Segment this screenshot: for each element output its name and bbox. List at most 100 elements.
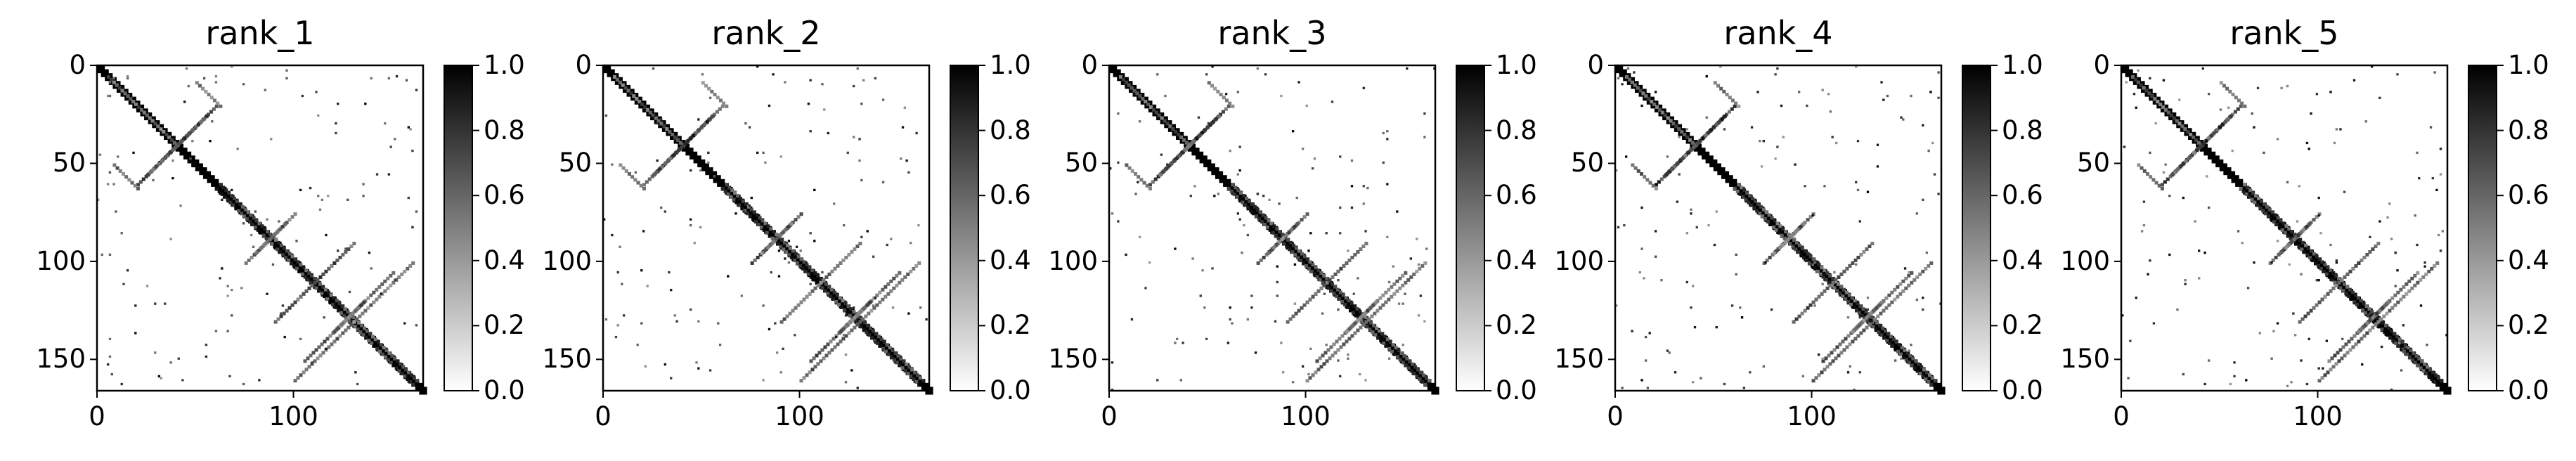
heatmap-cell bbox=[839, 305, 844, 309]
heatmap-cell bbox=[2140, 166, 2144, 170]
heatmap-cell bbox=[407, 375, 415, 383]
heatmap-cell bbox=[670, 288, 673, 292]
heatmap-cell bbox=[254, 219, 259, 223]
heatmap-cell bbox=[2300, 247, 2304, 252]
heatmap-cell bbox=[1269, 248, 1273, 253]
heatmap-cell bbox=[603, 65, 611, 74]
heatmap-cell bbox=[843, 223, 846, 227]
heatmap-cell bbox=[2350, 290, 2355, 294]
colorbar-tick-label: 0.2 bbox=[2508, 310, 2549, 341]
heatmap-cell bbox=[411, 261, 415, 265]
heatmap-cell bbox=[406, 377, 410, 382]
heatmap-cell bbox=[2368, 318, 2372, 323]
heatmap-cell bbox=[1654, 186, 1658, 190]
heatmap-cell bbox=[2153, 97, 2157, 101]
heatmap-cell bbox=[1640, 206, 1643, 209]
heatmap-cell bbox=[1338, 290, 1342, 294]
heatmap-cell bbox=[386, 276, 390, 280]
heatmap-cell bbox=[2403, 343, 2407, 347]
heatmap-cell bbox=[858, 320, 862, 324]
heatmap-cell bbox=[2348, 287, 2352, 292]
heatmap-cell bbox=[1258, 214, 1267, 223]
heatmap-cell bbox=[120, 382, 123, 386]
heatmap-cell bbox=[212, 98, 216, 103]
heatmap-cell bbox=[1151, 180, 1155, 184]
heatmap-cell bbox=[377, 349, 382, 353]
heatmap-cell bbox=[1365, 325, 1369, 329]
heatmap-cell bbox=[1850, 296, 1854, 300]
heatmap-cell bbox=[1384, 300, 1388, 304]
heatmap-cell bbox=[1875, 306, 1879, 310]
heatmap-cell bbox=[1841, 294, 1845, 299]
heatmap-cell bbox=[1636, 169, 1640, 173]
heatmap-cell bbox=[2341, 337, 2344, 341]
heatmap-cell bbox=[1387, 287, 1391, 292]
heatmap-cell bbox=[752, 214, 760, 223]
heatmap-cell bbox=[2410, 286, 2414, 290]
heatmap-cell bbox=[2317, 367, 2320, 370]
heatmap-cell bbox=[1290, 250, 1295, 254]
heatmap-cell bbox=[300, 272, 304, 276]
heatmap-cell bbox=[775, 238, 784, 246]
heatmap-cell bbox=[343, 307, 347, 311]
heatmap-cell bbox=[2293, 334, 2297, 337]
heatmap-cell bbox=[737, 203, 742, 207]
heatmap-cell bbox=[1688, 138, 1692, 142]
heatmap-cell bbox=[673, 135, 678, 139]
heatmap-cell bbox=[763, 221, 768, 226]
heatmap-cell bbox=[2130, 74, 2135, 79]
heatmap-cell bbox=[1820, 266, 1824, 270]
heatmap-cell bbox=[2241, 189, 2246, 193]
heatmap-cell bbox=[1727, 110, 1731, 114]
heatmap-cell bbox=[271, 233, 275, 237]
heatmap-cell bbox=[810, 368, 815, 372]
heatmap-cell bbox=[181, 379, 184, 382]
heatmap-cell bbox=[704, 84, 708, 88]
heatmap-cell bbox=[1828, 273, 1832, 278]
heatmap-cell bbox=[898, 271, 902, 275]
heatmap-cell bbox=[1186, 145, 1190, 150]
heatmap-cell bbox=[1352, 308, 1361, 317]
heatmap-cell bbox=[1232, 192, 1236, 196]
heatmap-cell bbox=[1287, 230, 1291, 235]
heatmap-cell bbox=[2418, 176, 2421, 180]
heatmap-cell bbox=[2298, 238, 2303, 242]
heatmap-cell bbox=[133, 183, 137, 188]
heatmap-cell bbox=[2256, 86, 2260, 90]
heatmap-cell bbox=[1851, 330, 1855, 334]
heatmap-cell bbox=[763, 248, 767, 253]
heatmap-cell bbox=[1361, 245, 1366, 249]
heatmap-cell bbox=[689, 218, 692, 221]
heatmap-cell bbox=[344, 249, 348, 254]
heatmap-cell bbox=[1157, 113, 1161, 117]
heatmap-cell bbox=[189, 157, 192, 160]
heatmap-cell bbox=[1735, 253, 1737, 257]
heatmap-cell bbox=[678, 141, 682, 145]
heatmap-cell bbox=[260, 224, 264, 228]
heatmap-cell bbox=[1158, 173, 1162, 177]
heatmap-cell bbox=[1652, 102, 1657, 107]
heatmap-cell bbox=[1677, 127, 1681, 131]
heatmap-cell bbox=[106, 183, 110, 186]
heatmap-cell bbox=[881, 287, 885, 292]
heatmap-cell bbox=[1647, 97, 1651, 101]
heatmap-cell bbox=[285, 309, 289, 313]
heatmap-cell bbox=[2121, 314, 2124, 317]
colorbar-tick-label: 1.0 bbox=[484, 50, 525, 80]
heatmap-cell bbox=[287, 306, 292, 310]
heatmap-cell bbox=[1791, 245, 1795, 249]
heatmap-cell bbox=[701, 81, 705, 85]
heatmap-cell bbox=[2388, 336, 2393, 340]
heatmap-cell bbox=[642, 183, 646, 187]
heatmap-cell bbox=[2149, 151, 2151, 155]
chart-title: rank_2 bbox=[711, 14, 821, 52]
heatmap-cell bbox=[1760, 210, 1769, 219]
heatmap-cell bbox=[2402, 349, 2407, 353]
heatmap-cell bbox=[1373, 311, 1377, 316]
heatmap-cell bbox=[231, 314, 233, 317]
heatmap-cell bbox=[2181, 162, 2185, 166]
heatmap-cell bbox=[2289, 236, 2293, 240]
heatmap-cell bbox=[2365, 331, 2369, 335]
heatmap-cell bbox=[1690, 141, 1695, 145]
heatmap-cell bbox=[1846, 371, 1850, 374]
